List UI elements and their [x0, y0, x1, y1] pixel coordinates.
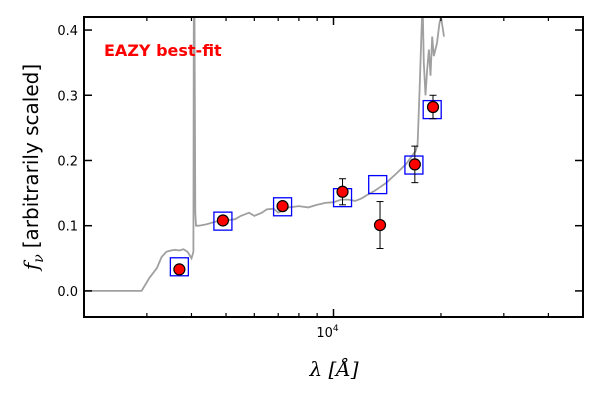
x-axis-title: λ [Å]	[308, 356, 358, 381]
y-tick-label: 0.0	[57, 285, 78, 300]
observed-point	[336, 178, 349, 206]
observed-marker	[426, 100, 440, 114]
annotation-label: EAZY best-fit	[104, 41, 222, 60]
y-axis-title-group: fν[arbitrarily scaled]	[19, 64, 47, 272]
series-layer	[84, 17, 445, 292]
observed-point	[426, 94, 440, 120]
observed-marker	[336, 185, 349, 198]
observed-marker	[216, 214, 230, 227]
model-flux-box	[404, 155, 424, 175]
observed-point	[373, 201, 387, 250]
observed-marker	[373, 218, 387, 232]
model-flux-box	[368, 174, 388, 195]
observed-point	[408, 145, 421, 184]
y-tick-label: 0.4	[57, 24, 78, 39]
model-flux-box	[272, 197, 293, 217]
observed-marker	[408, 158, 421, 171]
observed-point	[216, 214, 230, 227]
y-tick-label: 0.1	[57, 220, 78, 235]
observed-point	[173, 263, 186, 276]
x-tick-label: 104	[316, 324, 339, 341]
template-spectrum-line	[84, 17, 445, 292]
y-tick-label: 0.2	[57, 154, 78, 169]
observed-marker	[276, 200, 289, 213]
observed-marker	[173, 263, 186, 276]
y-tick-label: 0.3	[57, 89, 78, 104]
y-axis-title: fν[arbitrarily scaled]	[19, 64, 47, 272]
plot-frame	[83, 16, 584, 318]
model-flux-box	[213, 211, 233, 231]
axes-layer: 0.0 0.1 0.2 0.3 0.4 104	[57, 16, 584, 341]
model-flux-box	[169, 257, 190, 277]
observed-point	[276, 200, 289, 213]
